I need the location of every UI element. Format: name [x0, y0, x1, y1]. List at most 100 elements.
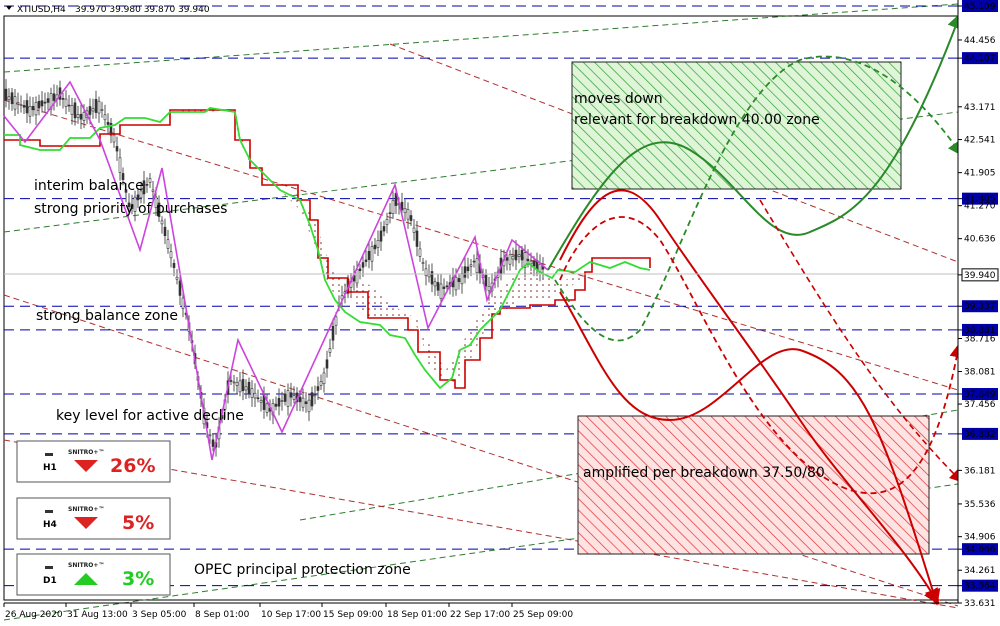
price-tick-label: 36.882	[964, 430, 996, 440]
candle-body	[82, 112, 86, 121]
zigzag-line	[3, 80, 549, 461]
candle-body	[211, 439, 215, 447]
symbol-label: XTIUSD,H4	[17, 5, 66, 15]
down-arrow-icon	[74, 460, 98, 472]
candle-body	[43, 101, 47, 104]
candle-body	[382, 226, 386, 232]
price-tick-label: 33.631	[964, 599, 996, 609]
price-tick-label: 34.666	[964, 545, 996, 555]
candle-body	[304, 401, 308, 405]
candle-body	[379, 230, 383, 242]
candle-body	[160, 220, 164, 225]
time-tick-label: 15 Sep 09:00	[323, 610, 383, 620]
tenkan-line	[4, 107, 651, 390]
candle-body	[403, 208, 407, 214]
candle-body	[19, 104, 23, 106]
candle-body	[247, 381, 251, 395]
candle-body	[361, 262, 365, 268]
candle-body	[100, 109, 104, 111]
forecast-red-solid-1	[559, 189, 940, 605]
candle-body	[253, 392, 257, 399]
signal-badges: H1 SNITRO+™ 26% H4 SNITRO+™ 5% D1 SNITRO+™ 3%	[16, 440, 171, 596]
candle-body	[391, 200, 395, 214]
forecast-red-solid-2	[559, 291, 941, 606]
candle-body	[91, 108, 95, 112]
candle-body	[7, 96, 11, 101]
price-tick-label: 42.541	[964, 136, 996, 146]
signal-badge-d1: D1 SNITRO+™ 3%	[16, 553, 171, 596]
forecast-red-dashed	[559, 216, 964, 495]
candle-body	[52, 93, 56, 101]
candle-body	[49, 93, 53, 110]
price-label-box	[962, 0, 998, 12]
price-tick-label: 35.536	[964, 500, 996, 510]
candle-body	[145, 184, 149, 186]
candle-body	[34, 101, 38, 116]
badge-timeframe: H4	[43, 520, 57, 530]
candle-body	[313, 394, 317, 397]
candle-body	[31, 106, 35, 111]
candle-body	[409, 215, 413, 221]
badge-percent: 26%	[110, 455, 155, 477]
forecast-green-solid	[547, 12, 963, 271]
candle-body	[367, 250, 371, 260]
candle-body	[436, 282, 440, 291]
candle-body	[163, 226, 167, 236]
price-label-box	[962, 579, 998, 592]
time-tick-label: 8 Sep 01:00	[195, 610, 250, 620]
candle-body	[13, 96, 17, 110]
price-tick-label: 41.270	[964, 202, 996, 212]
price-label-box	[962, 192, 998, 205]
candle-body	[328, 348, 332, 353]
price-label-box	[962, 427, 998, 440]
price-tick-label: 38.081	[964, 368, 996, 378]
candle-body	[148, 178, 152, 183]
time-tick-label: 25 Sep 09:00	[513, 610, 573, 620]
price-tick-label: 41.905	[964, 169, 996, 179]
candle-body	[505, 257, 509, 261]
price-tick-label: 37.649	[964, 390, 996, 400]
candle-body	[487, 286, 491, 292]
candle-body	[373, 244, 377, 250]
candle-body	[457, 278, 461, 283]
candle-body	[67, 104, 71, 107]
candle-body	[433, 281, 437, 287]
candle-body	[310, 392, 314, 407]
candle-body	[142, 180, 146, 195]
candle-body	[37, 100, 41, 109]
candle-body	[169, 251, 173, 259]
badge-timeframe: H1	[43, 463, 57, 473]
candle-body	[421, 262, 425, 264]
candle-body	[424, 268, 428, 276]
candle-body	[94, 99, 98, 113]
candle-body	[394, 193, 398, 206]
candle-body	[292, 395, 296, 400]
badge-brand: SNITRO+™	[68, 506, 104, 513]
chart-header: XTIUSD,H4 39.970 39.980 39.870 39.940	[6, 5, 210, 15]
candle-body	[283, 393, 287, 402]
channel-line-4	[3, 99, 959, 391]
candle-body	[235, 382, 239, 386]
candle-body	[118, 157, 122, 173]
candle-body	[469, 264, 473, 267]
candle-body	[127, 202, 131, 208]
candle-body	[280, 400, 284, 402]
candle-body	[376, 240, 380, 248]
price-tick-label: 33.964	[964, 582, 996, 592]
badge-mini-icon	[45, 566, 53, 569]
down-arrow-icon	[74, 517, 98, 529]
candle-body	[121, 173, 125, 180]
price-label-box	[962, 543, 998, 556]
candle-body	[88, 106, 92, 115]
candle-body	[415, 230, 419, 247]
candle-body	[244, 386, 248, 391]
price-tick-label: 34.906	[964, 533, 996, 543]
candle-body	[316, 386, 320, 391]
candle-body	[427, 274, 431, 278]
lower-zone	[577, 415, 930, 555]
candle-body	[322, 372, 326, 385]
price-tick-label: 37.456	[964, 400, 996, 410]
candle-body	[16, 102, 20, 105]
badge-frame	[16, 553, 171, 596]
